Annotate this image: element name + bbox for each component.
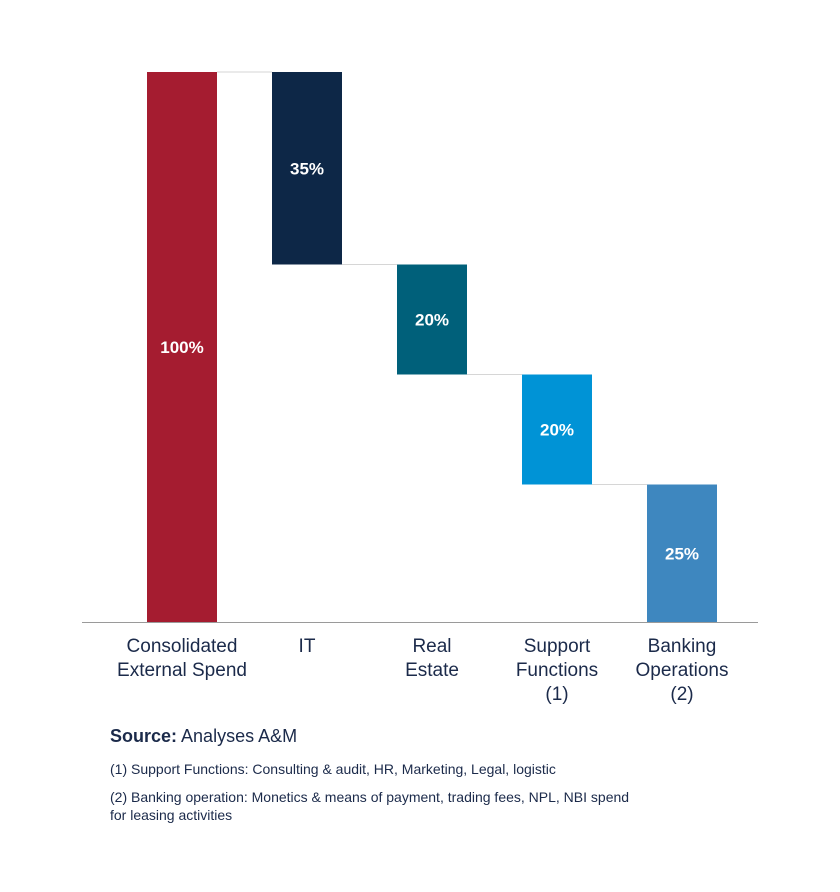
source-label: Source: <box>110 726 178 746</box>
category-labels: Consolidated External Spend IT Real Estate Su… <box>117 636 728 705</box>
bar <box>147 72 217 622</box>
data-label: 100% <box>160 338 203 357</box>
category-label: Consolidated External Spend <box>117 636 247 681</box>
chart-notes: Source: Analyses A&M (1) Support Functio… <box>110 724 810 834</box>
data-label: 25% <box>665 544 699 563</box>
category-label: Support Functions (1) <box>516 636 598 705</box>
waterfall-chart: 100% 35% 20% 20% 25% Consolidated External Sp… <box>82 71 758 705</box>
source-line: Source: Analyses A&M <box>110 724 810 748</box>
bar <box>647 484 717 622</box>
footnote-2: (2) Banking operation: Monetics & means … <box>110 789 630 823</box>
category-label: IT <box>299 636 316 657</box>
category-label: Real Estate <box>405 636 459 681</box>
bar <box>522 374 592 485</box>
data-label: 35% <box>290 159 324 178</box>
category-label: Banking Operations (2) <box>636 636 729 705</box>
value-labels: 100% 35% 20% 20% 25% <box>160 159 699 563</box>
bar <box>272 72 342 265</box>
bar <box>397 264 467 375</box>
bars <box>147 72 717 622</box>
data-label: 20% <box>540 421 574 440</box>
footnote-1: (1) Support Functions: Consulting & audi… <box>110 761 556 777</box>
connector-lines <box>217 71 647 485</box>
data-label: 20% <box>415 311 449 330</box>
source-text: Analyses A&M <box>177 726 298 746</box>
